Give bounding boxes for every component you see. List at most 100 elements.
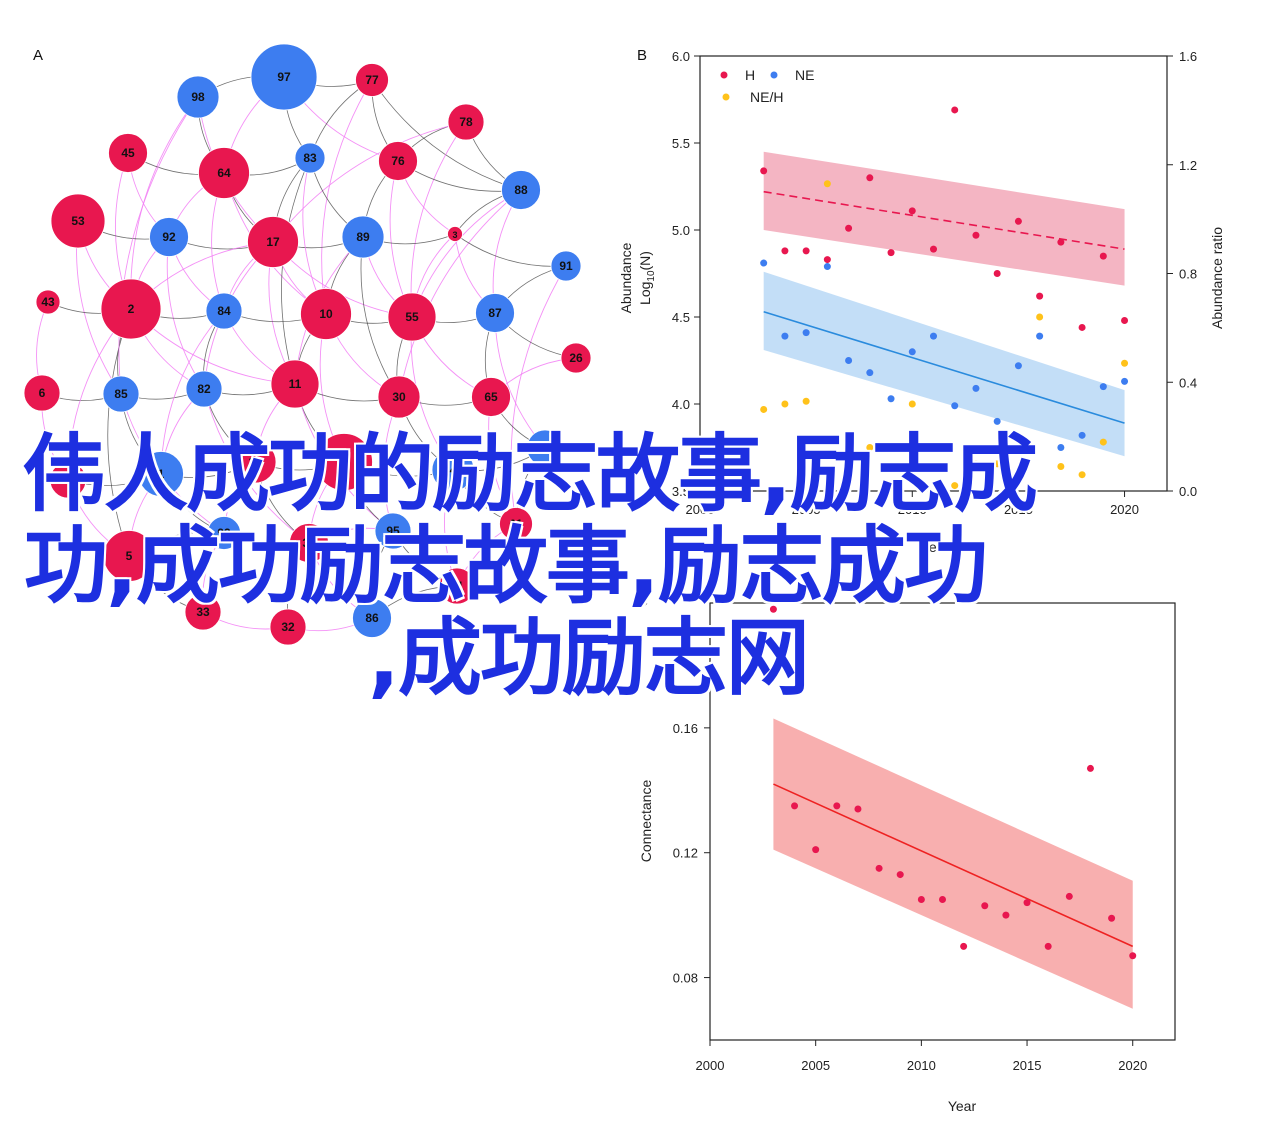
network-node-circle bbox=[198, 147, 250, 199]
network-node-circle bbox=[102, 375, 140, 413]
x-tick-label: 2020 bbox=[1110, 502, 1139, 517]
abundance-right-y-label: Abundance ratio bbox=[1209, 227, 1225, 329]
network-edge bbox=[510, 265, 567, 525]
abundance-x-label: Year bbox=[921, 539, 950, 555]
network-node: 1 bbox=[138, 451, 184, 497]
data-point bbox=[993, 270, 1001, 277]
network-node: 51 bbox=[438, 567, 476, 605]
network-node-circle bbox=[100, 278, 162, 340]
network-node-circle bbox=[377, 375, 421, 419]
x-tick-label: 2020 bbox=[1118, 1058, 1147, 1073]
data-point bbox=[769, 605, 777, 613]
network-node-circle bbox=[49, 461, 87, 499]
data-point bbox=[1065, 892, 1073, 900]
data-point bbox=[951, 402, 959, 410]
network-node-circle bbox=[108, 133, 148, 173]
network-node-label: 97 bbox=[277, 70, 291, 84]
right-y-tick-label: 1.2 bbox=[1179, 158, 1197, 173]
network-node-label: 26 bbox=[569, 351, 583, 365]
network-node: 30 bbox=[377, 375, 421, 419]
abundance-legend: H NE NE/H bbox=[720, 67, 814, 105]
y-tick-label: 5.0 bbox=[672, 223, 690, 238]
network-node-label: 86 bbox=[365, 611, 379, 625]
connectance-axes: 2000 2005 2010 2015 2020 0.08 0.12 0.16 bbox=[673, 721, 1148, 1073]
network-node: 89 bbox=[341, 215, 385, 259]
network-node: 82 bbox=[185, 370, 223, 408]
legend-marker-ne bbox=[770, 71, 778, 79]
data-point bbox=[1121, 316, 1129, 324]
network-node-circle bbox=[501, 170, 541, 210]
network-node: 33 bbox=[184, 593, 222, 631]
network-node: 78 bbox=[447, 103, 485, 141]
abundance-bands bbox=[763, 151, 1125, 457]
data-point bbox=[993, 417, 1001, 425]
data-point bbox=[1044, 942, 1052, 950]
network-node: 11 bbox=[270, 359, 320, 409]
data-point bbox=[951, 482, 959, 490]
data-point bbox=[972, 231, 980, 239]
network-node-label: 77 bbox=[365, 73, 379, 87]
data-point bbox=[866, 369, 874, 377]
legend-marker-ne-h bbox=[722, 93, 730, 101]
data-point bbox=[993, 460, 1001, 468]
network-node-label: 5 bbox=[126, 549, 133, 563]
data-point bbox=[866, 174, 874, 182]
x-tick-label: 2005 bbox=[792, 502, 821, 517]
network-node-label: 91 bbox=[559, 259, 573, 273]
network-node-label: 76 bbox=[391, 154, 405, 168]
network-node-label: 10 bbox=[319, 307, 333, 321]
network-node: 77 bbox=[355, 63, 389, 97]
data-point bbox=[1057, 444, 1065, 451]
network-node-label: 19 bbox=[248, 455, 262, 469]
x-tick-label: 2005 bbox=[801, 1058, 830, 1073]
network-node-circle bbox=[431, 448, 475, 492]
data-point bbox=[1036, 292, 1044, 300]
network-node-label: 29 bbox=[538, 441, 552, 455]
network-node-circle bbox=[207, 516, 241, 550]
network-node-label: 37 bbox=[302, 536, 316, 550]
y-tick-label: 0.12 bbox=[673, 846, 698, 861]
network-node-circle bbox=[315, 433, 373, 491]
network-node-label: 55 bbox=[405, 310, 419, 324]
network-node-circle bbox=[294, 142, 326, 174]
x-tick-label: 2000 bbox=[696, 1058, 725, 1073]
network-node-circle bbox=[270, 359, 320, 409]
network-node-label: 78 bbox=[459, 115, 473, 129]
right-y-tick-label: 0.0 bbox=[1179, 484, 1197, 499]
network-node-circle bbox=[138, 451, 184, 497]
network-node: 6 bbox=[23, 374, 61, 412]
network-node-label: 43 bbox=[41, 295, 55, 309]
network-node-circle bbox=[35, 289, 61, 315]
network-node: 29 bbox=[526, 429, 564, 467]
data-point bbox=[1036, 332, 1044, 340]
abundance-points bbox=[760, 106, 1129, 490]
network-node-circle bbox=[205, 292, 243, 330]
data-point bbox=[972, 384, 980, 392]
network-edge bbox=[166, 236, 205, 390]
connectance-band bbox=[773, 718, 1133, 1009]
x-tick-label: 2000 bbox=[686, 502, 715, 517]
network-edge bbox=[371, 79, 522, 191]
network-node-circle bbox=[149, 217, 189, 257]
network-node-label: 92 bbox=[162, 230, 176, 244]
connectance-plot-frame bbox=[709, 602, 1176, 1041]
network-node: 26 bbox=[560, 342, 592, 374]
network-edge bbox=[321, 79, 373, 315]
abundance-y-label-bottom: Log10(N) bbox=[637, 251, 657, 305]
network-node: 43 bbox=[35, 289, 61, 315]
data-point bbox=[887, 446, 895, 454]
data-point bbox=[1078, 471, 1086, 479]
network-node-circle bbox=[250, 43, 318, 111]
right-y-tick-label: 0.4 bbox=[1179, 375, 1197, 390]
network-node: 61 bbox=[499, 507, 533, 541]
data-point bbox=[1099, 252, 1107, 260]
network-node-label: 45 bbox=[121, 146, 135, 160]
data-point bbox=[823, 256, 831, 264]
network-node-label: 83 bbox=[303, 151, 317, 165]
data-point bbox=[908, 207, 916, 215]
network-node-circle bbox=[447, 103, 485, 141]
network-node: 53 bbox=[50, 193, 106, 249]
data-point bbox=[939, 896, 946, 904]
data-point bbox=[1036, 313, 1044, 321]
